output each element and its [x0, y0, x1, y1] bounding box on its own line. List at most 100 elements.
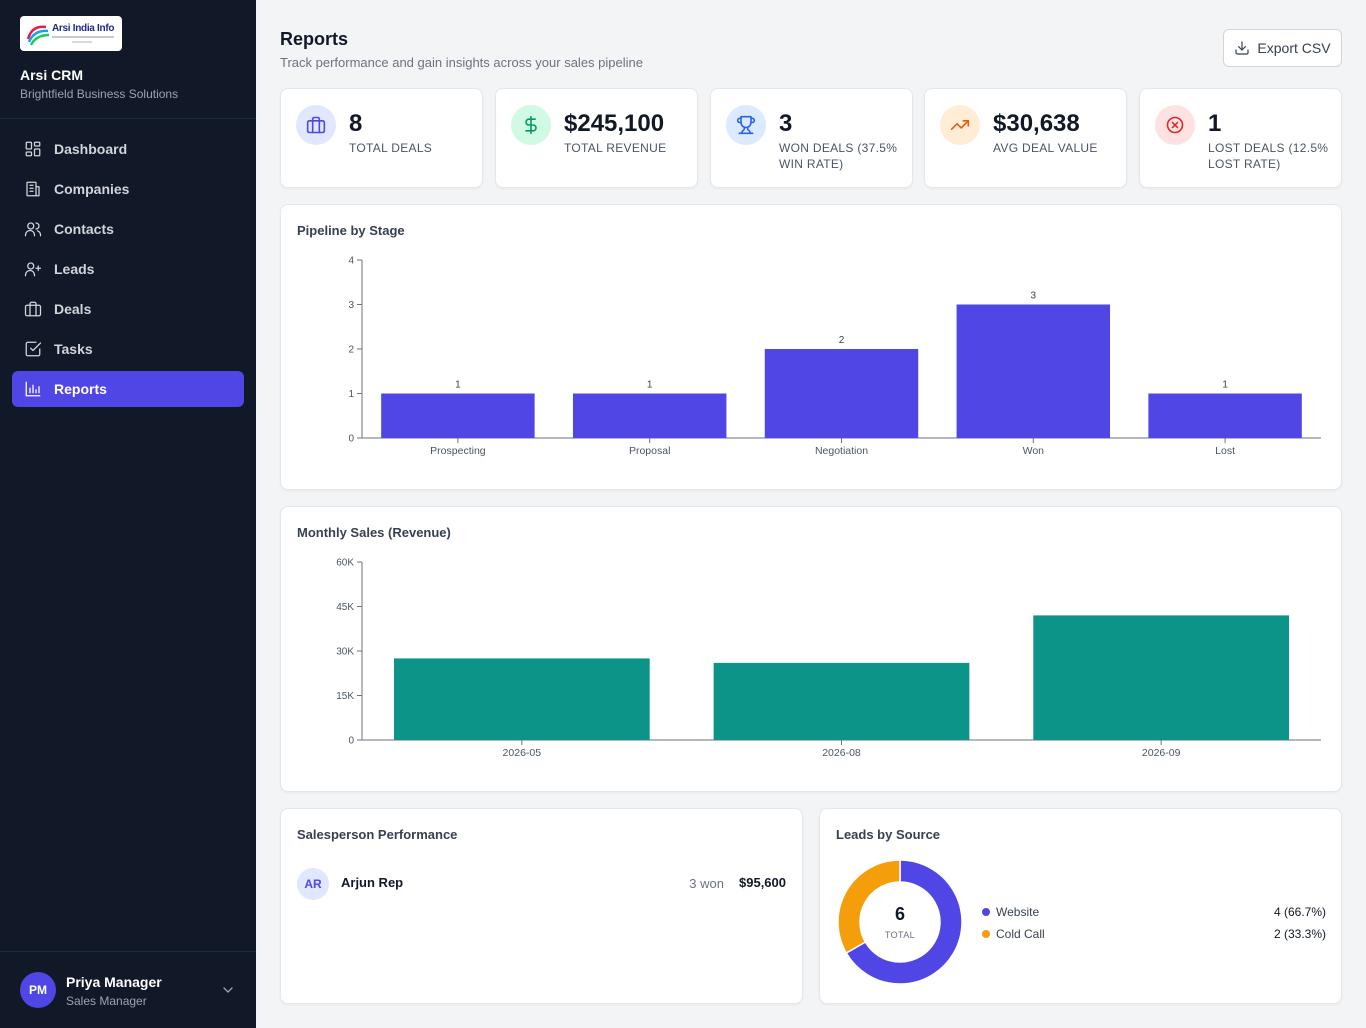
bar — [956, 304, 1111, 438]
logo-swoosh-icon — [26, 25, 50, 46]
x-tick-label: 2026-05 — [503, 747, 542, 759]
trending-up-icon — [940, 105, 980, 145]
sidebar-item-contacts[interactable]: Contacts — [12, 211, 244, 247]
x-tick-label: 2026-08 — [822, 747, 861, 759]
sidebar-item-label: Reports — [54, 381, 107, 397]
legend-value: 2 (33.3%) — [1273, 927, 1326, 941]
bar-chart-icon — [24, 380, 42, 398]
stat-value: $30,638 — [993, 110, 1080, 137]
y-tick-label: 30K — [336, 647, 354, 658]
x-tick-label: Won — [1023, 445, 1045, 457]
trophy-icon — [726, 105, 766, 145]
legend-value: 4 (66.7%) — [1273, 905, 1326, 919]
stat-card-lost-deals: 1 Lost Deals (12.5% Lost Rate) — [1139, 88, 1342, 188]
download-icon — [1235, 41, 1250, 55]
x-circle-icon — [1155, 105, 1195, 145]
stat-value: 1 — [1208, 110, 1222, 137]
stat-label: Total Revenue — [564, 141, 667, 155]
y-tick-label: 1 — [348, 389, 354, 400]
donut-total: 6 — [894, 904, 905, 924]
stat-label: Won Deals (37.5% Win Rate) — [779, 141, 898, 171]
export-csv-button[interactable]: Export CSV — [1223, 29, 1342, 67]
bar — [764, 349, 919, 438]
data-label: 1 — [647, 380, 653, 391]
salesperson-performance-card: Salesperson Performance AR Arjun Rep 3 w… — [280, 808, 803, 1004]
salesperson-name: Arjun Rep — [341, 875, 404, 890]
sidebar-item-label: Leads — [54, 261, 95, 277]
building-icon — [24, 180, 42, 198]
legend-dot — [982, 908, 990, 916]
chart-title: Monthly Sales (Revenue) — [297, 525, 451, 540]
y-tick-label: 0 — [348, 736, 354, 747]
sidebar-item-reports[interactable]: Reports — [12, 371, 244, 407]
sidebar-nav: Dashboard Companies Contacts Leads Deals… — [12, 131, 244, 411]
sidebar-item-label: Companies — [54, 181, 130, 197]
x-tick-label: Negotiation — [815, 445, 868, 457]
bar — [1033, 615, 1290, 740]
dollar-icon — [511, 105, 551, 145]
monthly-sales-bar-chart: 0 15K 30K 45K 60K 2026-05 2026-08 2026-09 — [336, 558, 1321, 759]
org-name: Brightfield Business Solutions — [20, 87, 179, 101]
leads-by-source-card: Leads by Source 6 Total Website 4 (66.7%… — [819, 808, 1342, 1004]
donut-slice — [845, 860, 962, 984]
company-logo[interactable]: Arsi India Info — [20, 16, 122, 51]
y-tick-label: 2 — [348, 345, 354, 356]
briefcase-icon — [24, 300, 42, 318]
x-tick-label: 2026-09 — [1142, 747, 1181, 759]
data-label: 1 — [1222, 380, 1228, 391]
stat-label: Lost Deals (12.5% Lost Rate) — [1208, 141, 1329, 171]
stat-value: 8 — [349, 110, 363, 137]
bar — [572, 393, 727, 438]
sidebar-item-deals[interactable]: Deals — [12, 291, 244, 327]
legend-label: Cold Call — [996, 927, 1045, 941]
user-plus-icon — [24, 260, 42, 278]
sidebar: Arsi India Info Arsi CRM Brightfield Bus… — [0, 0, 256, 1028]
stat-label: Avg Deal Value — [993, 141, 1098, 155]
sidebar-item-dashboard[interactable]: Dashboard — [12, 131, 244, 167]
monthly-sales-chart-card: Monthly Sales (Revenue) 0 15K 30K 45K 60K 202… — [280, 506, 1342, 792]
stat-value: 3 — [779, 110, 793, 137]
sidebar-item-tasks[interactable]: Tasks — [12, 331, 244, 367]
y-tick-label: 15K — [336, 691, 354, 702]
sidebar-item-leads[interactable]: Leads — [12, 251, 244, 287]
y-tick-label: 4 — [348, 256, 354, 267]
data-label: 1 — [455, 380, 461, 391]
avatar: AR — [297, 868, 329, 900]
stat-card-avg-deal-value: $30,638 Avg Deal Value — [924, 88, 1127, 188]
bar — [381, 393, 535, 438]
salesperson-won-count: 3 won — [689, 876, 724, 891]
leads-donut-chart — [838, 860, 962, 984]
card-title: Salesperson Performance — [297, 827, 458, 842]
sidebar-item-label: Deals — [54, 301, 92, 317]
y-tick-label: 3 — [348, 300, 354, 311]
page-title: Reports — [280, 29, 349, 49]
sidebar-item-companies[interactable]: Companies — [12, 171, 244, 207]
legend-item-website: Website 4 (66.7%) — [982, 905, 1326, 921]
bar — [393, 658, 650, 740]
legend-label: Website — [996, 905, 1040, 919]
sidebar-item-label: Dashboard — [54, 141, 128, 157]
stat-card-won-deals: 3 Won Deals (37.5% Win Rate) — [710, 88, 913, 188]
stat-card-total-deals: 8 Total Deals — [280, 88, 483, 188]
user-role: Sales Manager — [66, 994, 147, 1008]
app-name: Arsi CRM — [20, 67, 84, 83]
donut-slice — [838, 860, 901, 955]
sidebar-item-label: Contacts — [54, 221, 114, 237]
card-title: Leads by Source — [836, 827, 941, 842]
sidebar-divider — [0, 118, 256, 119]
y-tick-label: 60K — [336, 558, 354, 569]
stat-card-total-revenue: $245,100 Total Revenue — [495, 88, 698, 188]
chevron-down-icon[interactable] — [220, 982, 236, 998]
x-tick-label: Lost — [1215, 445, 1235, 457]
legend-item-cold-call: Cold Call 2 (33.3%) — [982, 927, 1326, 943]
logo-tagline — [52, 36, 114, 38]
sidebar-divider — [0, 951, 256, 952]
sidebar-item-label: Tasks — [54, 341, 93, 357]
page-subtitle: Track performance and gain insights acro… — [280, 55, 643, 70]
user-avatar[interactable]: PM — [20, 972, 56, 1008]
stat-label: Total Deals — [349, 141, 433, 155]
checkbox-icon — [24, 340, 42, 358]
y-tick-label: 0 — [348, 434, 354, 445]
logo-text: Arsi India Info — [52, 23, 115, 34]
donut-center: 6 Total — [838, 860, 962, 984]
